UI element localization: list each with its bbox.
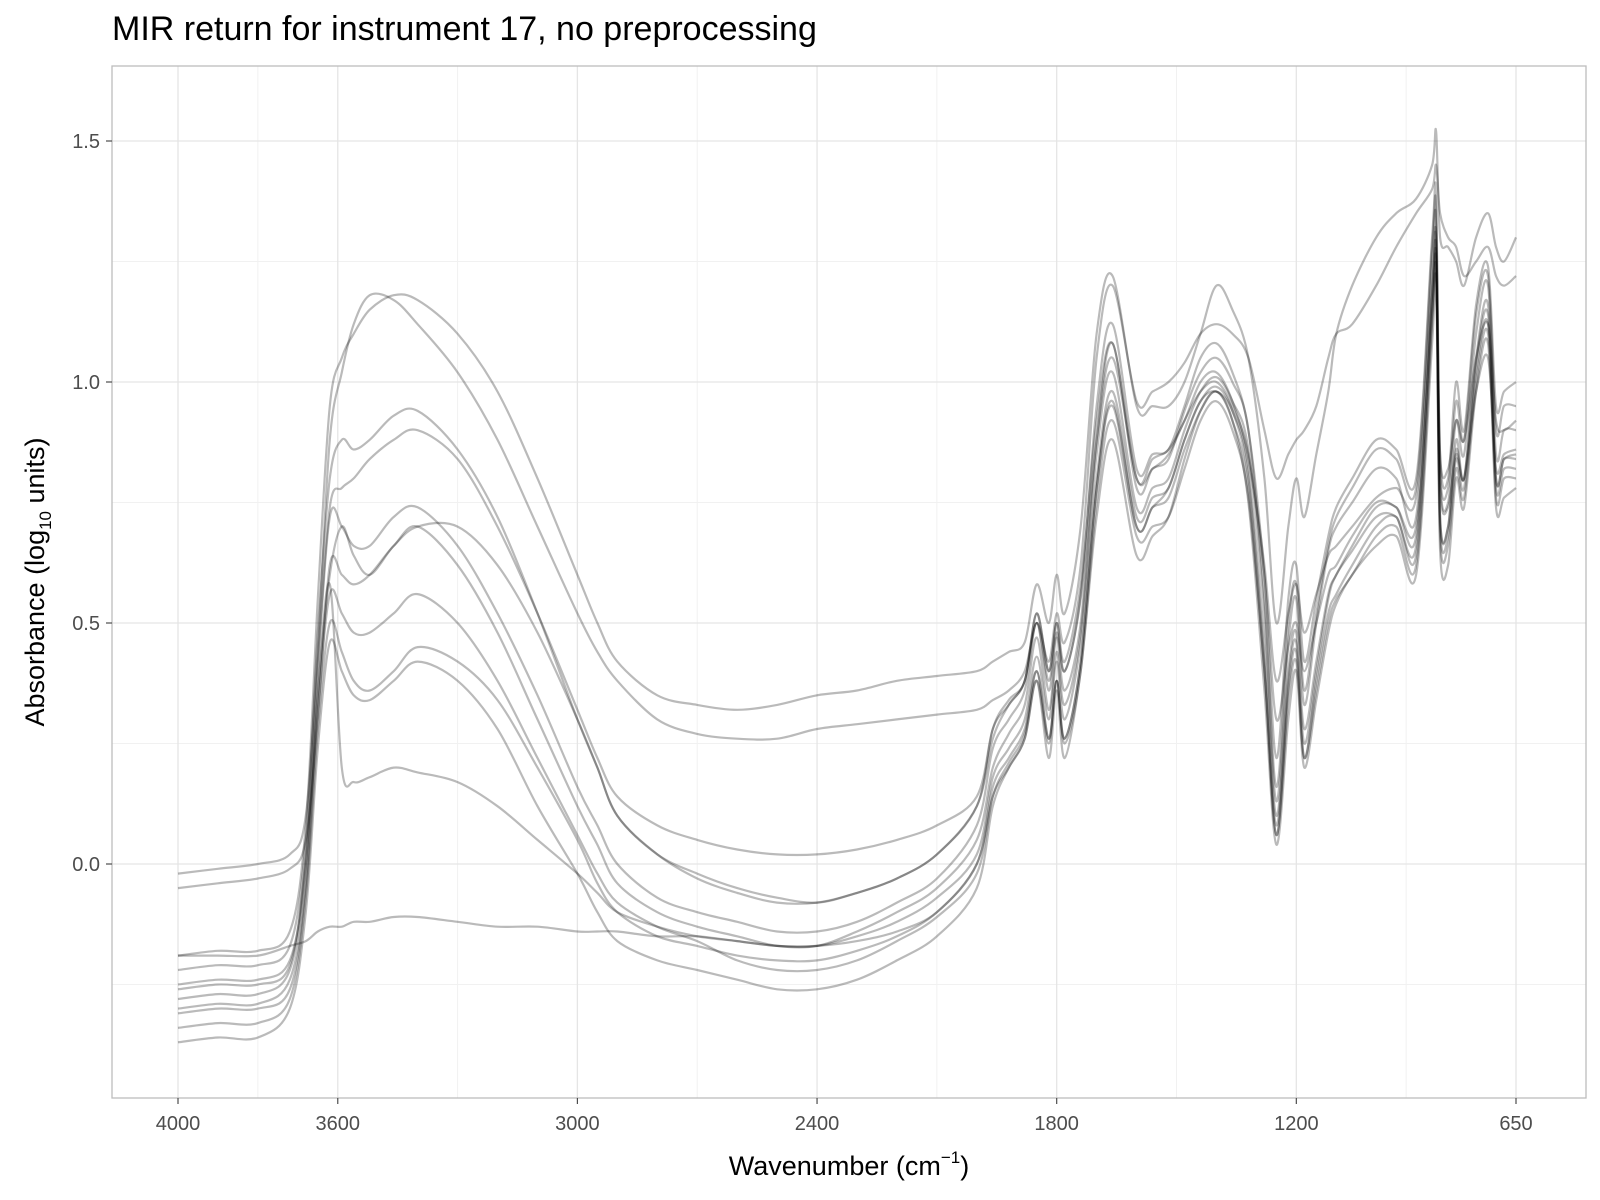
spectrum-line-12 [177, 225, 1517, 991]
x-axis-title-sup: −1 [941, 1148, 960, 1167]
series-layer [177, 127, 1517, 1044]
major-gridlines [112, 66, 1586, 1098]
x-tick-label: 3000 [555, 1113, 600, 1135]
panel-border [111, 65, 1587, 1099]
x-tick-label: 4000 [156, 1113, 201, 1135]
x-tick-label: 2400 [795, 1113, 840, 1135]
y-axis-title-text: Absorbance (log [20, 530, 50, 727]
spectrum-line-3 [177, 194, 1517, 1001]
x-axis-title: Wavenumber (cm−1) [729, 1148, 969, 1181]
x-tick-label: 3600 [316, 1113, 361, 1135]
y-axis-title-sub: 10 [36, 511, 55, 530]
chart-title: MIR return for instrument 17, no preproc… [112, 10, 817, 48]
y-tick-label: 1.0 [72, 372, 100, 394]
spectrum-line-8 [178, 252, 1517, 958]
x-tick-label: 1200 [1274, 1113, 1319, 1135]
spectrum-line-5 [177, 127, 1517, 957]
y-tick-label: 1.5 [72, 131, 100, 153]
x-axis-title-text: Wavenumber (cm [729, 1151, 941, 1181]
y-axis-title-end: units) [20, 437, 50, 511]
y-axis: 0.0 0.5 1.0 1.5 [72, 131, 112, 876]
y-tick-label: 0.0 [72, 854, 100, 876]
minor-gridlines [112, 66, 1586, 1098]
spectrum-line-2 [177, 230, 1517, 1029]
x-tick-label: 1800 [1034, 1113, 1079, 1135]
spectrum-line-11 [177, 246, 1517, 1010]
spectrum-line-6 [177, 163, 1517, 875]
x-axis-title-end: ) [960, 1151, 969, 1181]
plot-panel [111, 65, 1587, 1099]
spectrum-line-9 [177, 272, 1517, 1044]
spectrum-line-4 [177, 181, 1517, 972]
spectrum-line-10 [177, 239, 1517, 986]
x-axis: 4000 3600 3000 2400 1800 1200 650 [156, 1098, 1533, 1135]
spectrum-line-1 [177, 208, 1517, 1015]
y-axis-title: Absorbance (log10 units) [20, 437, 55, 726]
y-tick-label: 0.5 [72, 613, 100, 635]
x-tick-label: 650 [1499, 1113, 1532, 1135]
spectrum-line-7 [177, 261, 1517, 905]
